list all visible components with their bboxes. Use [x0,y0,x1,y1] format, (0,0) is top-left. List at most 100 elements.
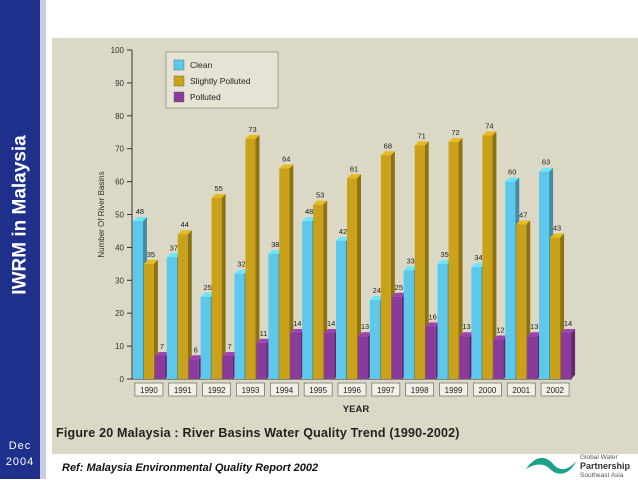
sidebar-date: Dec 2004 [0,438,40,470]
bar-top [268,249,283,254]
bar [482,135,493,379]
bar [471,267,482,379]
bar-top [459,332,474,337]
bar-top [527,332,542,337]
bar [211,198,222,379]
x-tick-box [270,382,299,397]
data-label: 13 [530,322,538,331]
bar-top [324,328,339,333]
x-tick-label: 1991 [174,386,192,395]
sidebar-date-month: Dec [8,440,32,452]
bar-top [369,296,384,301]
data-label: 14 [327,319,335,328]
bar-side [255,134,260,379]
bar-top [188,355,203,360]
bar [132,221,143,379]
bar-top [471,263,486,268]
bar [516,224,527,379]
data-label: 43 [553,224,561,233]
x-axis-label: YEAR [343,404,370,415]
bar [302,221,313,379]
bar-top [290,328,305,333]
bar-side [424,141,429,379]
x-tick-label: 1992 [208,386,226,395]
data-label: 60 [508,168,516,177]
bar [279,168,290,379]
bar-top [222,351,237,356]
x-tick-label: 2002 [546,386,564,395]
data-label: 47 [519,210,527,219]
x-tick-label: 1994 [275,386,293,395]
bar [403,270,414,379]
bar-top [336,236,350,241]
data-label: 14 [293,319,301,328]
bar [290,332,301,379]
data-label: 32 [237,260,245,269]
bar [177,234,188,379]
bar [437,263,448,379]
data-label: 7 [228,342,232,351]
bar [188,359,199,379]
bar-top [234,269,249,274]
y-tick-label: 50 [115,211,124,220]
bar-top [505,177,520,182]
sidebar [0,0,46,479]
x-tick-box [202,382,231,397]
data-label: 33 [407,256,415,265]
bar-top [211,194,226,199]
data-label: 61 [350,164,358,173]
bar-side [357,174,361,379]
sidebar-title: IWRM in Malaysia [10,135,32,295]
bar-top [177,230,192,235]
data-label: 48 [305,207,313,216]
x-tick-box [303,382,333,397]
data-label: 13 [462,322,470,331]
y-tick-label: 10 [115,342,124,351]
x-tick-label: 1990 [140,386,158,395]
y-axis-label: Number Of River Basins [97,171,106,257]
data-label: 64 [282,154,290,163]
data-label: 7 [160,342,164,351]
data-label: 34 [474,253,482,262]
bar [358,336,368,379]
bar [369,300,380,379]
x-tick-box [405,382,434,397]
bar [448,142,459,379]
x-tick-label: 1997 [377,386,395,395]
x-tick-box [473,382,502,397]
bar-side [187,230,192,379]
x-tick-box [439,382,468,397]
bar-top [313,200,328,205]
bar [505,181,516,379]
bar [268,253,279,379]
bar-side [289,164,294,379]
bar-top [200,292,215,297]
data-label: 73 [248,125,256,134]
bar-top [493,335,508,340]
y-tick-label: 80 [115,112,124,121]
data-label: 6 [194,345,198,354]
bar-top [245,134,260,139]
bar [256,342,267,379]
bar [200,296,211,379]
y-tick-label: 100 [111,46,125,55]
data-label: 24 [373,286,381,295]
bar [391,296,402,379]
data-label: 68 [384,141,392,150]
logo-line3: Southeast Asia [580,472,624,479]
sidebar-date-year: 2004 [5,456,35,468]
data-label: 74 [485,122,493,131]
bar-top [302,217,317,222]
x-tick-label: 1996 [343,386,361,395]
bar [324,332,335,379]
bar-top [347,174,361,179]
bar-side [221,194,226,379]
bar-top [550,233,565,238]
bar [336,240,346,379]
bar-top [132,217,147,222]
x-tick-box [506,382,536,397]
bar [459,336,470,379]
data-label: 25 [203,283,211,292]
data-label: 42 [339,227,347,236]
bar [539,171,550,379]
